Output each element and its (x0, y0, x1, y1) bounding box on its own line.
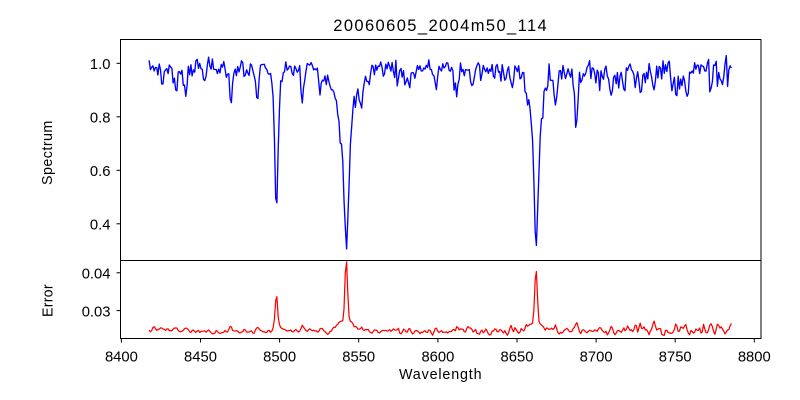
svg-text:8600: 8600 (421, 349, 454, 365)
svg-text:8450: 8450 (184, 349, 217, 365)
svg-text:Error: Error (41, 284, 57, 317)
svg-text:1.0: 1.0 (90, 57, 111, 73)
svg-text:20060605_2004m50_114: 20060605_2004m50_114 (333, 17, 548, 35)
svg-text:8500: 8500 (263, 349, 296, 365)
svg-text:0.6: 0.6 (90, 164, 111, 180)
svg-text:0.8: 0.8 (90, 111, 111, 127)
svg-text:0.03: 0.03 (82, 304, 111, 320)
svg-text:8400: 8400 (105, 349, 138, 365)
svg-text:8750: 8750 (659, 349, 692, 365)
svg-text:0.04: 0.04 (82, 267, 111, 283)
svg-text:8700: 8700 (580, 349, 613, 365)
svg-text:8650: 8650 (501, 349, 534, 365)
svg-text:Wavelength: Wavelength (399, 367, 482, 383)
svg-text:0.4: 0.4 (90, 218, 111, 234)
svg-text:8800: 8800 (738, 349, 771, 365)
svg-text:8550: 8550 (342, 349, 375, 365)
svg-text:Spectrum: Spectrum (40, 120, 56, 185)
